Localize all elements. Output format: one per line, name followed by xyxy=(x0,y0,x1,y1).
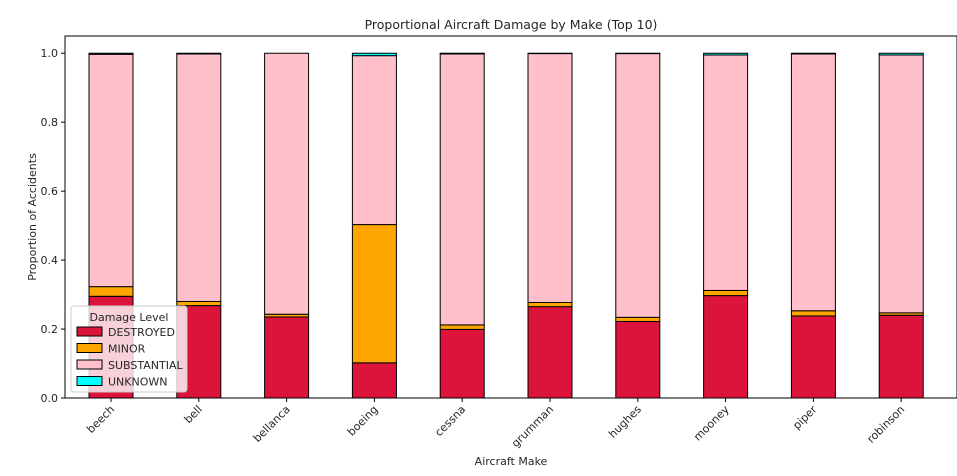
x-tick-label-mooney: mooney xyxy=(691,403,732,444)
bar-piper-unknown xyxy=(790,52,836,55)
x-tick-label-boeing: boeing xyxy=(345,403,381,439)
x-tick-label-grumman: grumman xyxy=(509,403,556,450)
y-tick-label: 0.2 xyxy=(41,323,59,336)
bar-grumman-destroyed xyxy=(527,306,573,399)
bar-beech-unknown xyxy=(88,52,134,55)
legend-title: Damage Level xyxy=(90,311,169,324)
bar-boeing-substantial xyxy=(351,55,397,226)
x-tick-label-piper: piper xyxy=(790,403,820,433)
y-tick-label: 0.6 xyxy=(41,185,59,198)
x-tick-label-cessna: cessna xyxy=(432,403,468,439)
bar-piper-substantial xyxy=(790,53,836,312)
y-tick-label: 0.8 xyxy=(41,116,59,129)
bar-mooney-destroyed xyxy=(703,295,749,399)
y-axis-title: Proportion of Accidents xyxy=(26,153,39,281)
bar-bell-substantial xyxy=(176,53,222,302)
bar-boeing-unknown xyxy=(351,52,397,57)
legend: Damage Level DESTROYED MINOR SUBSTANTIAL UN… xyxy=(70,305,188,393)
bar-robinson-destroyed xyxy=(878,314,924,399)
bar-cessna-unknown xyxy=(439,52,485,55)
bar-hughes-destroyed xyxy=(615,320,661,399)
bar-mooney-substantial xyxy=(703,54,749,291)
x-tick-label-robinson: robinson xyxy=(865,403,908,446)
bar-beech-minor xyxy=(88,286,134,297)
y-axis: 0.0 0.2 0.4 0.6 0.8 1.0 xyxy=(41,47,65,405)
bar-hughes-substantial xyxy=(615,53,661,318)
bar-boeing-destroyed xyxy=(351,362,397,399)
x-tick-label-beech: beech xyxy=(84,403,117,436)
bar-cessna-minor xyxy=(439,324,485,330)
legend-label-destroyed: DESTROYED xyxy=(108,326,175,339)
bar-robinson-substantial xyxy=(878,54,924,314)
bar-bellanca-destroyed xyxy=(264,316,310,399)
bar-cessna-substantial xyxy=(439,53,485,326)
legend-swatch-destroyed xyxy=(76,326,103,337)
bar-piper-minor xyxy=(790,310,836,317)
bar-robinson-unknown xyxy=(878,52,924,56)
bar-mooney-minor xyxy=(703,289,749,297)
y-tick-label: 0.0 xyxy=(41,392,59,405)
bar-grumman-minor xyxy=(527,302,573,308)
x-tick-label-bellanca: bellanca xyxy=(251,403,293,445)
bar-piper-destroyed xyxy=(790,315,836,399)
chart-title: Proportional Aircraft Damage by Make (To… xyxy=(365,17,658,32)
x-axis: beech bell bellanca boeing cessna grumman hugh… xyxy=(84,398,907,450)
bar-cessna-destroyed xyxy=(439,328,485,399)
y-tick-label: 0.4 xyxy=(41,254,59,267)
bar-mooney-unknown xyxy=(703,52,749,56)
bar-grumman-substantial xyxy=(527,53,573,303)
bar-bell-minor xyxy=(176,300,222,307)
x-tick-label-hughes: hughes xyxy=(606,403,644,441)
legend-label-minor: MINOR xyxy=(108,343,146,356)
legend-swatch-minor xyxy=(76,343,103,353)
bar-bellanca-substantial xyxy=(264,52,310,315)
bar-bell-unknown xyxy=(176,52,222,55)
plot-area-frame xyxy=(64,35,957,399)
legend-swatch-unknown xyxy=(76,376,103,386)
y-tick-label: 1.0 xyxy=(41,47,59,60)
legend-label-unknown: UNKNOWN xyxy=(108,376,168,389)
bar-boeing-minor xyxy=(351,224,397,364)
legend-label-substantial: SUBSTANTIAL xyxy=(108,359,183,372)
bar-hughes-minor xyxy=(615,316,661,322)
legend-swatch-substantial xyxy=(76,359,103,370)
bars-group xyxy=(88,52,924,399)
bar-beech-substantial xyxy=(88,53,134,288)
x-axis-title: Aircraft Make xyxy=(475,455,548,468)
x-tick-label-bell: bell xyxy=(182,403,205,426)
